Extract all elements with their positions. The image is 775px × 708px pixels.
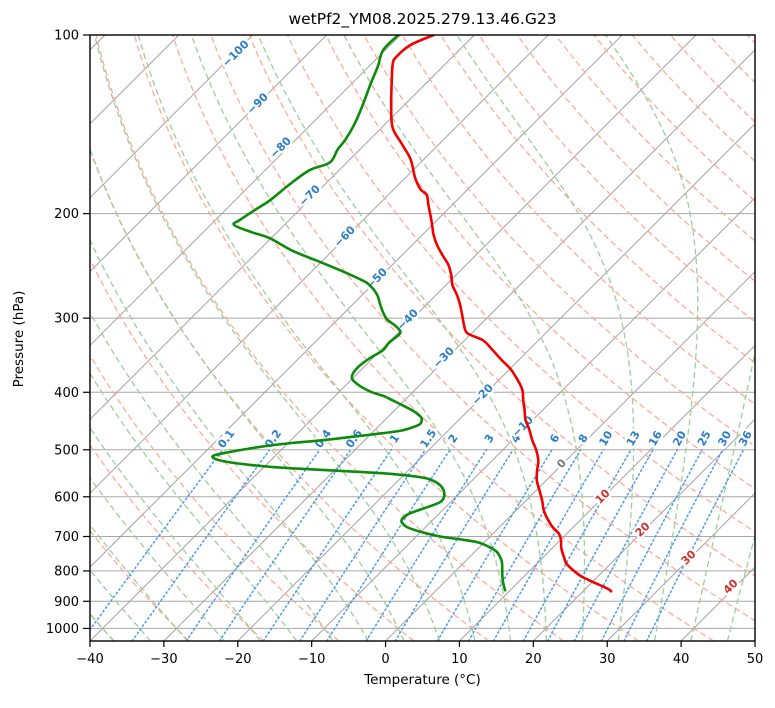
y-tick-label: 200 (54, 207, 79, 222)
tick-labels: −40 −30 −20 −10 0 10 20 30 40 5010020030040050060… (46, 29, 763, 668)
mixing-ratio-label: 20 (670, 428, 689, 448)
y-tick-label: 900 (54, 595, 79, 610)
mixing-ratio-label: 8 (576, 432, 591, 445)
isotherm-lines (90, 35, 755, 641)
mixing-ratio-label: 1.5 (418, 427, 440, 450)
temperature-curve (389, 35, 613, 593)
y-tick-label: 600 (54, 490, 79, 505)
isotherm-label: −100 (220, 37, 252, 69)
axes-frame: −40 −30 −20 −10 0 10 20 30 40 5010020030040050060… (46, 29, 763, 668)
y-tick-label: 800 (54, 564, 79, 579)
mixing-ratio-label: 3 (482, 432, 497, 445)
mixing-ratio-label: 25 (695, 429, 714, 449)
mixing-ratio-label: 6 (547, 432, 562, 446)
isotherm-label: 10 (593, 486, 613, 506)
x-tick-label: 10 (451, 652, 468, 667)
mixing-ratio-label: 0.1 (215, 427, 237, 450)
y-tick-label: 400 (54, 386, 79, 401)
mixing-ratio-label: 30 (715, 428, 734, 448)
mixing-ratio-lines (90, 449, 745, 641)
y-tick-label: 700 (54, 530, 79, 545)
chart-title: wetPf2_YM08.2025.279.13.46.G23 (288, 10, 557, 28)
tick-marks (83, 34, 756, 647)
moist-adiabat-lines (90, 35, 755, 641)
isotherm-label: −30 (430, 344, 457, 371)
y-tick-label: 300 (54, 312, 79, 327)
x-tick-label: 30 (599, 652, 616, 667)
isotherm-label: 40 (721, 576, 741, 596)
y-tick-label: 100 (54, 29, 79, 44)
isotherm-label: −60 (331, 223, 358, 250)
x-tick-label: −10 (298, 652, 325, 667)
isotherm-label: −20 (469, 381, 496, 408)
isotherm-label: −50 (363, 265, 390, 292)
x-tick-label: 40 (673, 652, 690, 667)
isotherm-label: −80 (267, 134, 294, 161)
mixing-ratio-label: 36 (736, 428, 755, 448)
y-axis-label: Pressure (hPa) (11, 290, 27, 388)
x-tick-label: −20 (224, 652, 251, 667)
pressure-gridlines (90, 35, 755, 629)
mixing-ratio-label: 2 (446, 432, 461, 446)
mixing-ratio-label: 16 (646, 428, 665, 448)
y-tick-label: 500 (54, 443, 79, 458)
isotherm-label: −70 (296, 182, 323, 209)
mixing-ratio-label: 10 (596, 428, 615, 448)
isotherm-label: 30 (679, 547, 699, 567)
isotherm-label: 0 (554, 456, 569, 471)
dry-adiabat-lines (90, 35, 755, 641)
mixing-ratio-label: 13 (624, 429, 643, 449)
x-tick-label: 50 (747, 652, 764, 667)
dewpoint-curve (211, 35, 507, 592)
y-tick-label: 1000 (46, 622, 79, 637)
x-tick-label: 0 (381, 652, 389, 667)
x-tick-label: 20 (525, 652, 542, 667)
plot-contents: 0.1 0.2 0.4 0.6 1 1.5 2 3 4 6 8 10 13 16 20 25 30 36−100−… (90, 35, 755, 641)
x-tick-label: −40 (76, 652, 103, 667)
x-axis-label: Temperature (°C) (364, 672, 481, 688)
x-tick-label: −30 (150, 652, 177, 667)
